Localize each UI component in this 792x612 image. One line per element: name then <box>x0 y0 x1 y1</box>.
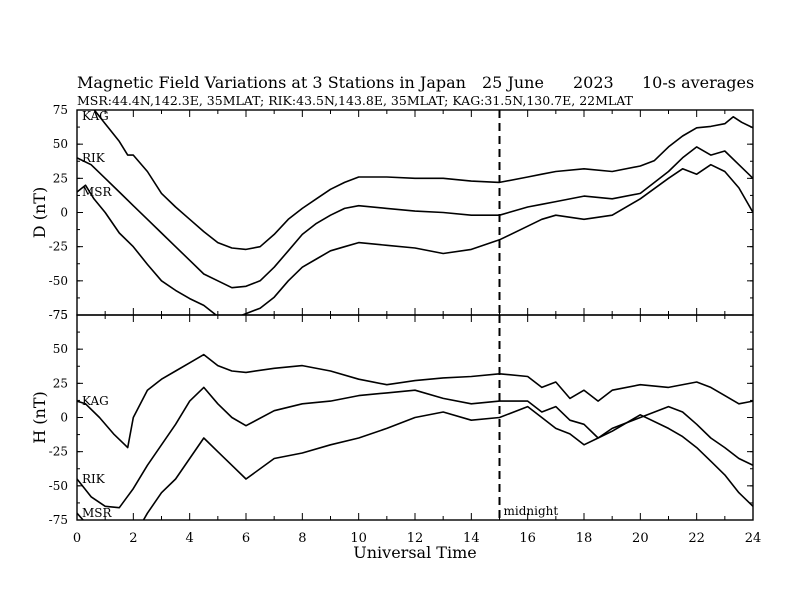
y-tick-label: 50 <box>53 342 68 356</box>
y-tick-label: -25 <box>49 445 68 459</box>
series-line-kag <box>77 353 753 449</box>
x-tick-label: 8 <box>298 531 306 546</box>
x-tick-label: 0 <box>73 531 81 546</box>
y-tick-label: 25 <box>53 376 68 390</box>
stations-info: MSR:44.4N,142.3E, 35MLAT; RIK:43.5N,143.… <box>77 93 634 108</box>
y-tick-label: 0 <box>60 411 68 425</box>
x-tick-label: 16 <box>519 531 536 546</box>
x-tick-label: 10 <box>350 531 367 546</box>
y-tick-label: 75 <box>53 103 68 117</box>
x-tick-label: 18 <box>576 531 593 546</box>
chart-year: 2023 <box>573 73 614 92</box>
series-line-msr <box>77 163 753 315</box>
y-tick-label: -75 <box>49 308 68 322</box>
x-tick-label: 24 <box>745 531 762 546</box>
panel-frame-d <box>76 109 754 316</box>
series-line-kag <box>93 110 753 251</box>
x-tick-label: 20 <box>632 531 649 546</box>
series-label-rik: RIK <box>82 472 106 486</box>
x-tick-label: 6 <box>242 531 250 546</box>
series-line-rik <box>77 386 753 509</box>
y-tick-label: 50 <box>53 137 68 151</box>
x-tick-label: 2 <box>129 531 137 546</box>
series-line-rik <box>77 146 753 289</box>
midnight-label: midnight <box>504 504 559 518</box>
y-tick-label: -25 <box>49 240 68 254</box>
plot-panels: 75 50 25 0 -25 -50 -75 D (nT) KAG RIK MSR 75 50 25 0 -2… <box>30 103 761 546</box>
chart-averaging: 10-s averages <box>642 73 754 92</box>
x-tick-label: 14 <box>463 531 480 546</box>
y-tick-label: 75 <box>53 308 68 322</box>
x-tick-label: 12 <box>407 531 424 546</box>
x-tick-label: 4 <box>186 531 194 546</box>
chart-title: Magnetic Field Variations at 3 Stations … <box>77 73 466 92</box>
y-tick-label: -50 <box>49 479 68 493</box>
y-tick-label: -50 <box>49 274 68 288</box>
x-tick-label: 22 <box>688 531 705 546</box>
series-label-msr: MSR <box>82 185 113 199</box>
series-line-msr <box>77 405 753 520</box>
series-label-msr: MSR <box>82 506 113 520</box>
y-tick-label: 25 <box>53 171 68 185</box>
x-axis-label: Universal Time <box>353 543 476 562</box>
y-axis-label: D (nT) <box>30 187 49 238</box>
series-label-kag: KAG <box>82 394 109 408</box>
y-tick-label: -75 <box>49 513 68 527</box>
y-axis-label: H (nT) <box>30 391 49 444</box>
series-label-rik: RIK <box>82 151 106 165</box>
chart-date: 25 June <box>482 73 544 92</box>
y-tick-label: 0 <box>60 206 68 220</box>
series-label-kag: KAG <box>82 109 109 123</box>
